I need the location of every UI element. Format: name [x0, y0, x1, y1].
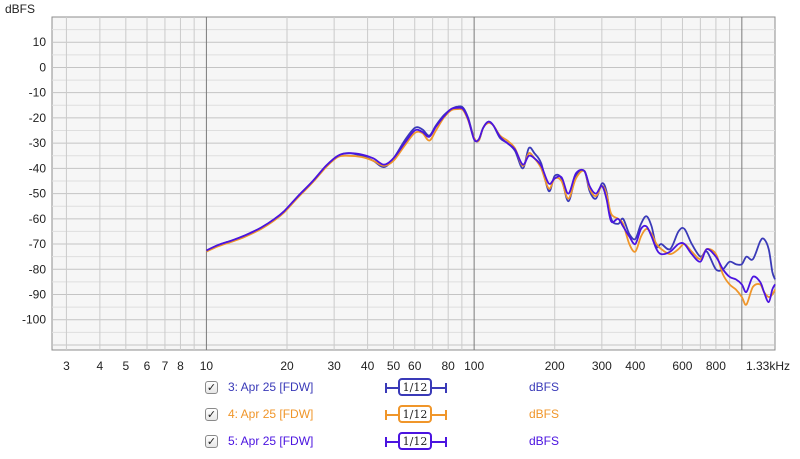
y-tick-label: 0 [39, 60, 46, 74]
line-swatch-cap [385, 410, 387, 420]
smoothing-label: 1/12 [398, 432, 432, 450]
x-tick-label: 20 [280, 359, 294, 373]
line-swatch-cap [385, 437, 387, 447]
x-tick-label: 80 [442, 359, 456, 373]
y-axis-label: dBFS [5, 2, 35, 16]
x-tick-label: 800 [706, 359, 726, 373]
series-unit: dBFS [529, 407, 560, 421]
x-tick-label: 6 [144, 359, 151, 373]
y-tick-label: -20 [29, 111, 47, 125]
x-tick-label: 100 [464, 359, 484, 373]
legend-item: ✓ 5: Apr 25 [FDW] 1/12 dBFS [205, 432, 625, 454]
y-tick-label: 10 [33, 35, 47, 49]
x-tick-label: 10 [200, 359, 214, 373]
x-tick-label: 200 [545, 359, 565, 373]
x-tick-label: 1.33kHz [746, 359, 790, 373]
x-axis-ticks: 3 4 5 6 7 8 10 20 30 40 50 60 80 100 200 300 400 600 800 1.… [63, 359, 790, 373]
series-checkbox[interactable]: ✓ [205, 435, 218, 448]
smoothing-control[interactable]: 1/12 [385, 378, 447, 398]
x-tick-label: 600 [672, 359, 692, 373]
y-tick-label: -70 [29, 237, 47, 251]
smoothing-control[interactable]: 1/12 [385, 405, 447, 425]
legend-item: ✓ 4: Apr 25 [FDW] 1/12 dBFS [205, 405, 625, 427]
series-name: 3: Apr 25 [FDW] [228, 380, 314, 394]
x-tick-label: 7 [162, 359, 169, 373]
plot-area[interactable] [51, 16, 776, 351]
smoothing-label: 1/12 [398, 405, 432, 423]
x-tick-label: 60 [408, 359, 422, 373]
x-tick-label: 40 [361, 359, 375, 373]
series-name: 5: Apr 25 [FDW] [228, 434, 314, 448]
curves [205, 105, 776, 306]
series-name: 4: Apr 25 [FDW] [228, 407, 314, 421]
grid-lines [52, 17, 775, 350]
y-axis-ticks: 10 0 -10 -20 -30 -40 -50 -60 -70 -80 -90 -100 [22, 35, 47, 327]
series-checkbox[interactable]: ✓ [205, 381, 218, 394]
x-tick-label: 5 [122, 359, 129, 373]
y-tick-label: -60 [29, 212, 47, 226]
series-checkbox[interactable]: ✓ [205, 408, 218, 421]
x-tick-label: 400 [625, 359, 645, 373]
y-tick-label: -90 [29, 288, 47, 302]
line-swatch-cap [445, 383, 447, 393]
smoothing-label: 1/12 [398, 378, 432, 396]
y-tick-label: -40 [29, 161, 47, 175]
series-line-3 [206, 106, 776, 303]
series-unit: dBFS [529, 434, 560, 448]
y-tick-label: -100 [22, 313, 46, 327]
x-tick-label: 300 [592, 359, 612, 373]
smoothing-control[interactable]: 1/12 [385, 432, 447, 452]
line-swatch-cap [445, 410, 447, 420]
y-tick-label: -30 [29, 136, 47, 150]
y-tick-label: -80 [29, 262, 47, 276]
line-swatch-cap [445, 437, 447, 447]
x-tick-label: 30 [327, 359, 341, 373]
line-swatch-cap [385, 383, 387, 393]
legend-item: ✓ 3: Apr 25 [FDW] 1/12 dBFS [205, 378, 625, 400]
x-tick-label: 50 [387, 359, 401, 373]
y-tick-label: -10 [29, 86, 47, 100]
y-tick-label: -50 [29, 187, 47, 201]
x-tick-label: 3 [63, 359, 70, 373]
series-unit: dBFS [529, 380, 560, 394]
x-tick-label: 4 [97, 359, 104, 373]
x-tick-label: 8 [177, 359, 184, 373]
